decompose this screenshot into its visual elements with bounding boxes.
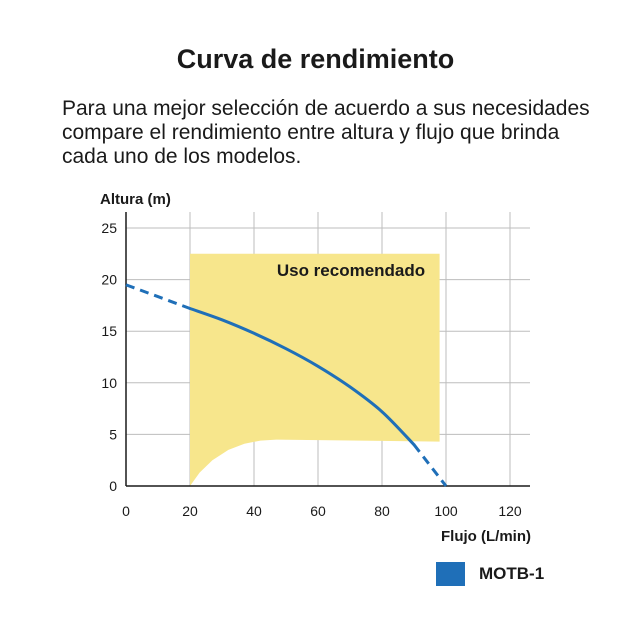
x-tick-label: 0 — [122, 503, 130, 519]
legend: MOTB-1 — [436, 562, 544, 586]
description-line: Para una mejor selección de acuerdo a su… — [62, 97, 590, 120]
description-line: compare el rendimiento entre altura y fl… — [62, 121, 560, 144]
recommended-region-fill — [190, 253, 440, 486]
x-axis-label: Flujo (L/min) — [441, 528, 531, 545]
y-tick-label: 10 — [101, 375, 117, 391]
series-dashed-end — [412, 443, 448, 487]
x-tick-label: 40 — [246, 503, 262, 519]
legend-label: MOTB-1 — [479, 564, 545, 583]
region-label: Uso recomendado — [277, 261, 425, 280]
y-tick-label: 5 — [109, 426, 117, 442]
chart-series — [125, 283, 448, 487]
x-tick-label: 80 — [374, 503, 390, 519]
y-axis-label: Altura (m) — [100, 191, 171, 208]
page-title: Curva de rendimiento — [176, 44, 455, 74]
series-dashed-start — [125, 283, 191, 310]
x-tick-label: 60 — [310, 503, 326, 519]
y-tick-label: 25 — [101, 220, 117, 236]
description-line: cada uno de los modelos. — [62, 145, 302, 168]
x-tick-label: 120 — [498, 503, 522, 519]
recommended-region — [190, 253, 440, 486]
y-tick-label: 15 — [101, 323, 117, 339]
series-line-motb-1 — [188, 307, 416, 447]
chart-axes — [125, 212, 530, 487]
x-tick-label: 20 — [182, 503, 198, 519]
y-tick-label: 0 — [109, 478, 117, 494]
chart-ticks: 0 5 10 15 20 25 0 20 40 60 80 100 120 — [101, 220, 521, 519]
page-description: Para una mejor selección de acuerdo a su… — [62, 97, 602, 169]
x-tick-label: 100 — [434, 503, 458, 519]
y-tick-label: 20 — [101, 272, 117, 288]
legend-swatch — [436, 562, 465, 586]
